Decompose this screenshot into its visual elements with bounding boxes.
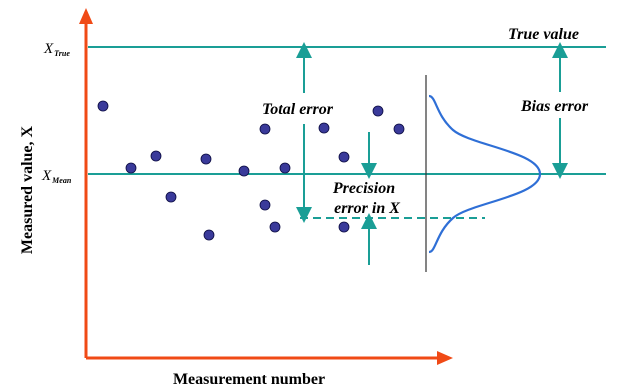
data-point: [318, 122, 330, 134]
x-true-label: XTrue: [43, 41, 70, 58]
data-point: [259, 123, 271, 135]
data-point: [338, 151, 350, 163]
y-axis-label: Measured value, X: [19, 125, 36, 254]
x-axis-label: Measurement number: [173, 371, 325, 387]
true-value-label: True value: [508, 26, 579, 43]
data-point: [259, 199, 271, 211]
data-point: [279, 162, 291, 174]
y-axis-arrow-icon: [79, 8, 93, 24]
x-axis-arrow-icon: [437, 351, 453, 365]
data-point: [200, 153, 212, 165]
axes: [79, 8, 453, 365]
precision-error-label-line2: error in X: [334, 200, 400, 217]
precision-error-label-line1: Precision: [332, 180, 395, 197]
data-point: [393, 123, 405, 135]
data-point: [372, 105, 384, 117]
data-point: [150, 150, 162, 162]
data-point: [269, 221, 281, 233]
data-points: [97, 100, 405, 241]
data-point: [165, 191, 177, 203]
data-point: [203, 229, 215, 241]
data-point: [238, 165, 250, 177]
bias-error-label: Bias error: [520, 98, 589, 115]
data-point: [97, 100, 109, 112]
total-error-label: Total error: [262, 101, 334, 118]
x-mean-label: XMean: [41, 168, 72, 185]
normal-distribution-curve: [428, 94, 542, 254]
data-point: [338, 221, 350, 233]
data-point: [125, 162, 137, 174]
